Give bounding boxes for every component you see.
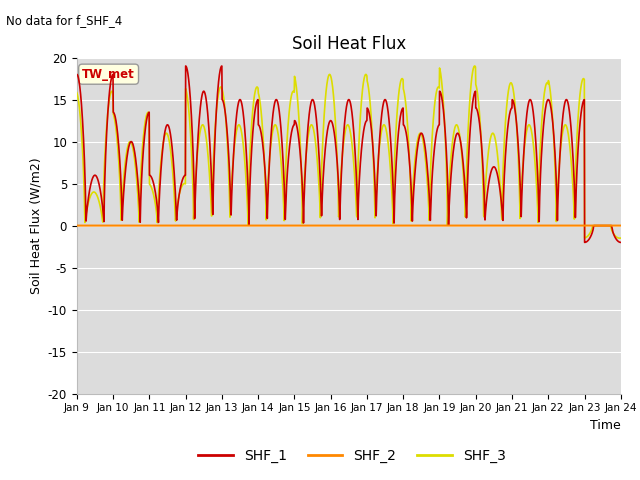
Y-axis label: Soil Heat Flux (W/m2): Soil Heat Flux (W/m2) bbox=[29, 157, 42, 294]
Title: Soil Heat Flux: Soil Heat Flux bbox=[292, 35, 406, 53]
Legend: SHF_1, SHF_2, SHF_3: SHF_1, SHF_2, SHF_3 bbox=[193, 443, 511, 468]
Text: TW_met: TW_met bbox=[82, 68, 135, 81]
Text: No data for f_SHF_4: No data for f_SHF_4 bbox=[6, 14, 123, 27]
X-axis label: Time: Time bbox=[590, 419, 621, 432]
